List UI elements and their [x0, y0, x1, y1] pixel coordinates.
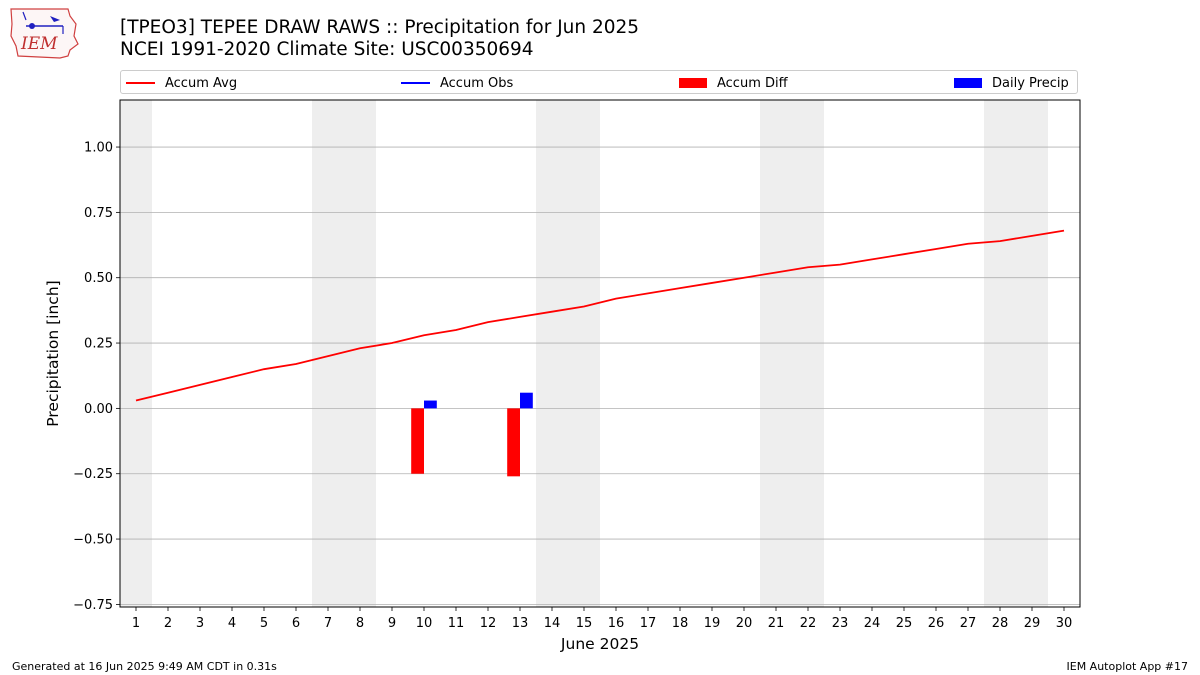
legend-item-daily-precip: Daily Precip [954, 71, 1069, 95]
x-tick-label: 19 [704, 616, 721, 631]
plot-frame [119, 99, 1081, 608]
y-tick-label: −0.75 [73, 598, 113, 613]
footer-generated-text: Generated at 16 Jun 2025 9:49 AM CDT in … [12, 660, 277, 673]
y-tick-label: −0.25 [73, 467, 113, 482]
legend-label: Accum Avg [165, 75, 238, 91]
daily-precip-bar [424, 400, 437, 409]
legend-label: Accum Diff [717, 75, 788, 91]
x-tick-label: 30 [1056, 616, 1073, 631]
x-tick-label: 22 [800, 616, 817, 631]
legend: Accum Avg Accum Obs Accum Diff Daily Pre… [120, 70, 1078, 94]
x-tick-label: 16 [608, 616, 625, 631]
x-tick-label: 17 [640, 616, 657, 631]
accum-diff-bar [507, 408, 520, 477]
daily-precip-bar [520, 392, 533, 409]
legend-patch-swatch [679, 78, 707, 88]
x-tick-label: 25 [896, 616, 913, 631]
logo-text: IEM [20, 34, 58, 54]
y-tick-label: 0.25 [84, 337, 113, 352]
legend-line-swatch [126, 82, 155, 84]
x-tick-label: 2 [164, 616, 172, 631]
y-tick-label: 0.00 [84, 402, 113, 417]
series-line-accum-avg [135, 229, 1065, 402]
chart-subtitle: NCEI 1991-2020 Climate Site: USC00350694 [120, 39, 534, 60]
x-tick-label: 9 [388, 616, 396, 631]
weekend-band [536, 100, 568, 607]
x-tick-label: 13 [512, 616, 529, 631]
y-axis-label: Precipitation [inch] [44, 280, 62, 426]
weekend-band [760, 100, 792, 607]
x-tick-label: 8 [356, 616, 364, 631]
weekend-band [792, 100, 824, 607]
x-axis-label: June 2025 [560, 635, 639, 653]
footer-app-text: IEM Autoplot App #17 [1066, 660, 1189, 673]
legend-label: Daily Precip [992, 75, 1069, 91]
y-tick-label: 0.50 [84, 271, 113, 286]
weekend-band [568, 100, 600, 607]
x-tick-label: 10 [416, 616, 433, 631]
iem-logo: IEM [8, 6, 80, 60]
y-tick-label: 1.00 [84, 141, 113, 156]
weekend-band [1016, 100, 1048, 607]
x-tick-label: 18 [672, 616, 689, 631]
x-tick-label: 20 [736, 616, 753, 631]
legend-item-accum-avg: Accum Avg [126, 71, 237, 95]
legend-item-accum-diff: Accum Diff [679, 71, 788, 95]
x-tick-label: 3 [196, 616, 204, 631]
legend-line-swatch [401, 82, 430, 84]
weekend-band [984, 100, 1016, 607]
legend-patch-swatch [954, 78, 982, 88]
y-tick-label: 0.75 [84, 206, 113, 221]
x-tick-label: 23 [832, 616, 849, 631]
x-tick-label: 29 [1024, 616, 1041, 631]
legend-label: Accum Obs [440, 75, 514, 91]
x-tick-label: 14 [544, 616, 561, 631]
x-tick-label: 15 [576, 616, 593, 631]
x-tick-label: 27 [960, 616, 977, 631]
x-tick-label: 7 [324, 616, 332, 631]
x-tick-label: 1 [132, 616, 140, 631]
chart-title: [TPEO3] TEPEE DRAW RAWS :: Precipitation… [120, 17, 640, 38]
x-tick-label: 24 [864, 616, 881, 631]
x-tick-label: 12 [480, 616, 497, 631]
legend-item-accum-obs: Accum Obs [401, 71, 513, 95]
x-tick-label: 6 [292, 616, 300, 631]
x-tick-label: 5 [260, 616, 268, 631]
weekend-band [344, 100, 376, 607]
x-tick-label: 4 [228, 616, 236, 631]
x-tick-label: 28 [992, 616, 1009, 631]
x-tick-label: 11 [448, 616, 465, 631]
x-tick-label: 26 [928, 616, 945, 631]
accum-diff-bar [411, 408, 424, 474]
y-tick-label: −0.50 [73, 533, 113, 548]
weekend-band [120, 100, 152, 607]
x-tick-label: 21 [768, 616, 785, 631]
